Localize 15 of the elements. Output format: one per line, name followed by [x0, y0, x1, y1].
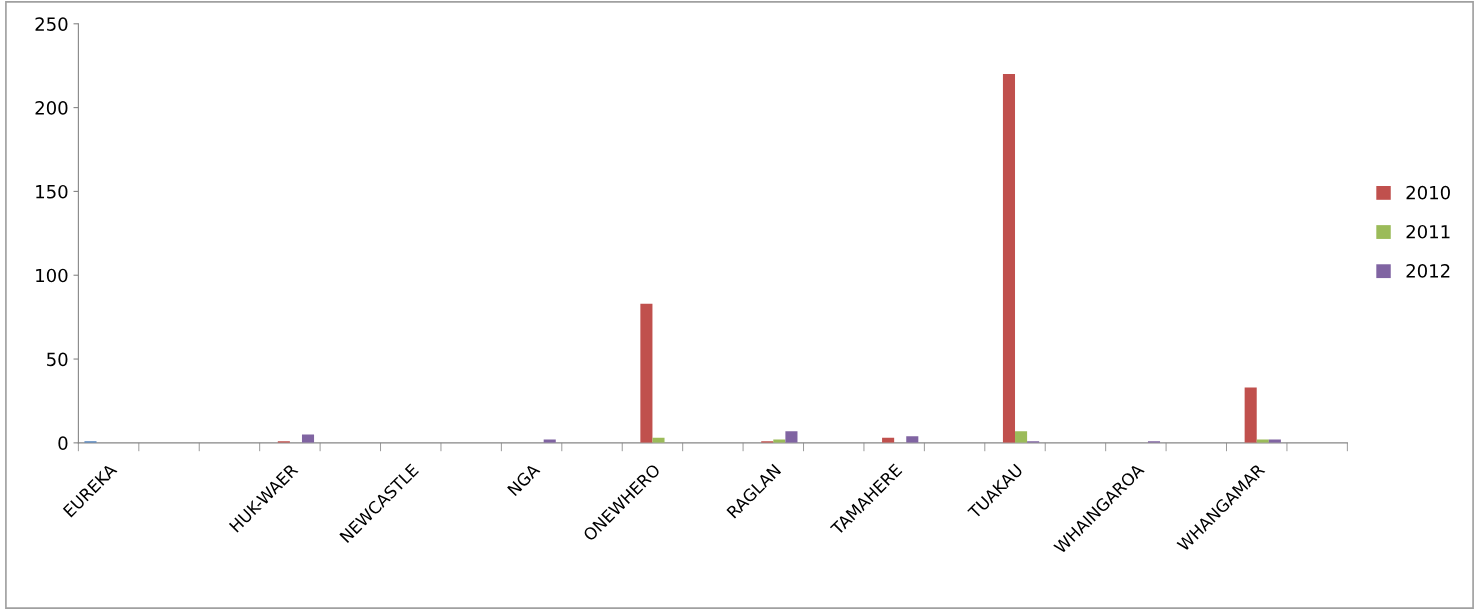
y-tick-label: 0 [58, 436, 68, 450]
bar [1244, 387, 1257, 443]
legend-label: 2010 [1406, 185, 1450, 200]
bar [301, 434, 315, 443]
bar [640, 303, 653, 443]
y-tick-label: 100 [36, 268, 68, 283]
legend-label: 2012 [1406, 264, 1450, 278]
y-tick-label: 50 [47, 352, 68, 367]
y-tick-label: 150 [36, 184, 68, 199]
bar [1015, 431, 1028, 443]
bar [785, 431, 798, 443]
y-tick-label: 200 [35, 101, 68, 115]
y-tick-label: 250 [35, 17, 68, 31]
legend-label: 2011 [1406, 224, 1450, 239]
bar [1002, 74, 1016, 443]
